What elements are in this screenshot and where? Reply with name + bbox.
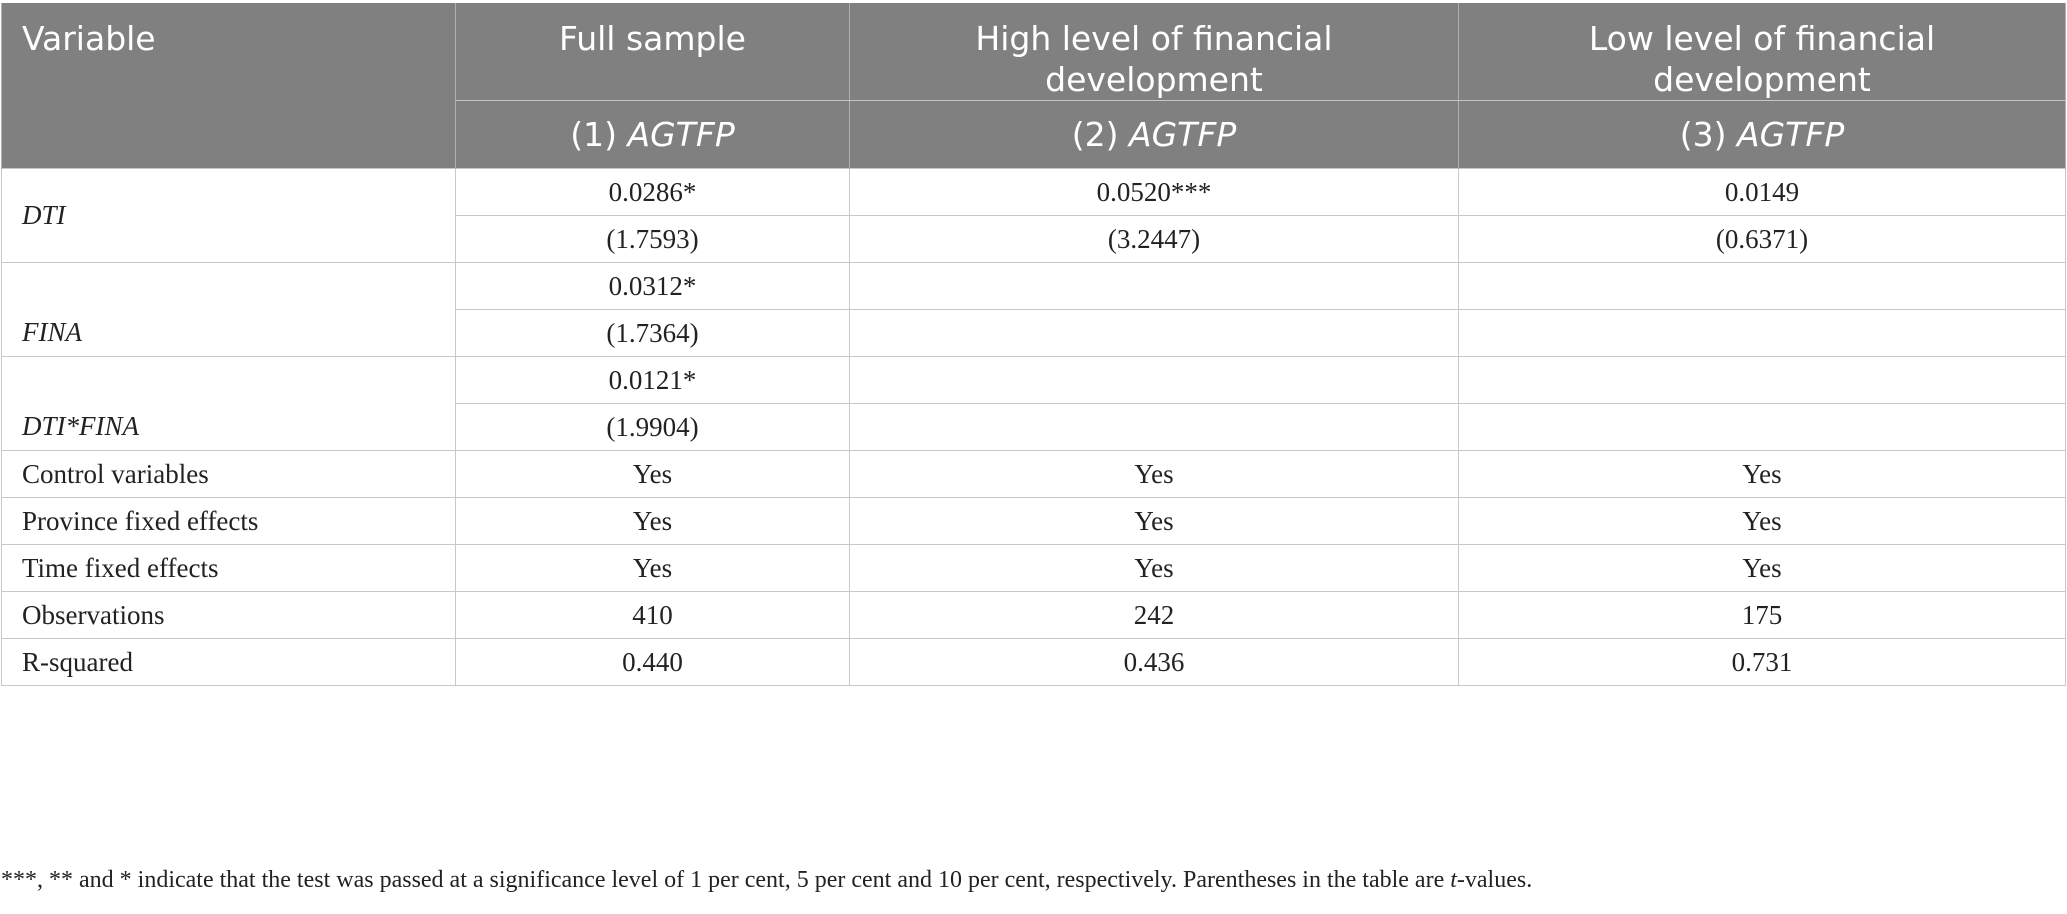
header-model-1: (1) AGTFP [455, 100, 850, 169]
cell-value: 410 [455, 591, 850, 639]
table-row: Province fixed effects Yes Yes Yes [1, 497, 2066, 545]
cell-tvalue: (1.7364) [455, 309, 850, 357]
cell-coef [849, 262, 1459, 310]
row-label-observations: Observations [1, 591, 456, 639]
table-row: R-squared 0.440 0.436 0.731 [1, 638, 2066, 686]
row-label-dti: DTI [1, 168, 456, 263]
cell-tvalue: (0.6371) [1458, 215, 2066, 263]
header-model-3: (3) AGTFP [1458, 100, 2066, 169]
cell-coef: 0.0149 [1458, 168, 2066, 216]
cell-value: 175 [1458, 591, 2066, 639]
header-variable: Variable [1, 3, 456, 169]
row-label-fina: FINA [1, 262, 456, 357]
cell-value: Yes [1458, 450, 2066, 498]
header-model-2: (2) AGTFP [849, 100, 1459, 169]
table-row: Observations 410 242 175 [1, 591, 2066, 639]
row-label-province-fixed-effects: Province fixed effects [1, 497, 456, 545]
cell-tvalue: (3.2447) [849, 215, 1459, 263]
table-row: DTI*FINA 0.0121* [1, 356, 2066, 451]
cell-value: Yes [455, 450, 850, 498]
cell-coef: 0.0312* [455, 262, 850, 310]
cell-coef: 0.0121* [455, 356, 850, 404]
row-label-control-variables: Control variables [1, 450, 456, 498]
cell-value: Yes [849, 544, 1459, 592]
cell-value: 0.436 [849, 638, 1459, 686]
table-row: (1.7593) (3.2447) (0.6371) [2, 215, 2066, 263]
table-row: (1.9904) [2, 403, 2066, 451]
cell-coef [1458, 356, 2066, 404]
cell-value: 242 [849, 591, 1459, 639]
cell-value: Yes [455, 497, 850, 545]
table-body: DTI 0.0286* 0.0520*** 0.0149 (1.7593) (3… [1, 168, 2066, 686]
cell-value: 0.440 [455, 638, 850, 686]
cell-tvalue [849, 403, 1459, 451]
cell-tvalue [1458, 403, 2066, 451]
cell-coef [849, 356, 1459, 404]
table-footnote: ***, ** and * indicate that the test was… [1, 867, 1533, 893]
table-header: Variable Full sample High level of finan… [1, 3, 2066, 169]
row-label-time-fixed-effects: Time fixed effects [1, 544, 456, 592]
cell-value: Yes [1458, 544, 2066, 592]
header-full-sample: Full sample [455, 3, 850, 101]
cell-value: Yes [849, 497, 1459, 545]
cell-coef [1458, 262, 2066, 310]
table-row: Control variables Yes Yes Yes [1, 450, 2066, 498]
table-row: FINA 0.0312* [1, 262, 2066, 357]
cell-tvalue [1458, 309, 2066, 357]
table-row: Time fixed effects Yes Yes Yes [1, 544, 2066, 592]
cell-tvalue: (1.7593) [455, 215, 850, 263]
header-high-financial-development: High level of financial development [849, 3, 1459, 101]
cell-value: 0.731 [1458, 638, 2066, 686]
cell-value: Yes [1458, 497, 2066, 545]
cell-value: Yes [455, 544, 850, 592]
cell-coef: 0.0520*** [849, 168, 1459, 216]
cell-tvalue [849, 309, 1459, 357]
cell-tvalue: (1.9904) [455, 403, 850, 451]
row-label-dti-fina: DTI*FINA [1, 356, 456, 451]
table-row: DTI 0.0286* 0.0520*** 0.0149 [1, 168, 2066, 263]
regression-table: Variable Full sample High level of finan… [1, 3, 2066, 686]
header-low-financial-development: Low level of financial development [1458, 3, 2066, 101]
cell-value: Yes [849, 450, 1459, 498]
cell-coef: 0.0286* [455, 168, 850, 216]
row-label-r-squared: R-squared [1, 638, 456, 686]
